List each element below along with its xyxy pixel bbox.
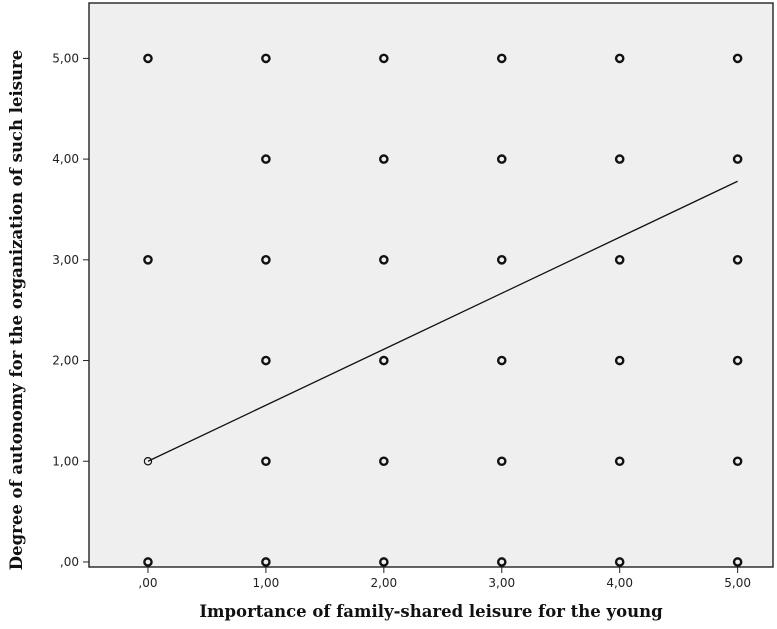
x-axis-title: Importance of family-shared leisure for … [199, 602, 663, 621]
data-point [143, 255, 153, 265]
fit-line [147, 180, 738, 462]
y-tick-label: 5,00 [52, 51, 79, 65]
data-point [379, 154, 389, 164]
y-tick-label: 1,00 [52, 454, 79, 468]
data-point [379, 355, 389, 366]
y-tick-label: ,00 [60, 555, 79, 569]
data-point [614, 456, 625, 467]
data-point [143, 557, 153, 567]
plot-area [88, 2, 774, 568]
data-point [614, 557, 625, 567]
data-point [379, 557, 389, 567]
data-point [379, 255, 389, 265]
data-point [496, 557, 507, 567]
data-point [732, 53, 743, 64]
data-point [261, 355, 271, 366]
x-tick-label: 5,00 [724, 576, 751, 590]
data-point [732, 557, 743, 567]
data-point [732, 154, 743, 164]
data-points [143, 53, 743, 567]
data-point [496, 154, 507, 164]
data-point [261, 53, 271, 64]
data-point [143, 53, 153, 64]
y-axis: ,00 1,00 2,00 3,00 4,00 5,00 [52, 51, 89, 569]
data-point [261, 255, 271, 265]
data-point [496, 456, 507, 467]
data-point [614, 355, 625, 366]
data-point [261, 456, 271, 467]
y-tick-label: 2,00 [52, 354, 79, 368]
data-point [614, 255, 625, 265]
x-axis: ,00 1,00 2,00 3,00 4,00 5,00 [138, 567, 751, 590]
data-point [614, 154, 625, 164]
data-point [732, 456, 743, 467]
data-point [379, 456, 389, 467]
data-point [614, 53, 625, 64]
data-point [732, 355, 743, 366]
x-tick-label: 1,00 [253, 576, 280, 590]
data-point [496, 255, 507, 265]
data-point [496, 355, 507, 366]
x-tick-label: 3,00 [488, 576, 515, 590]
y-tick-label: 3,00 [52, 253, 79, 267]
fit-line-layer [147, 180, 738, 462]
data-point [379, 53, 389, 64]
data-point [143, 457, 153, 466]
data-point [261, 154, 271, 164]
x-tick-label: 2,00 [370, 576, 397, 590]
x-tick-label: ,00 [138, 576, 157, 590]
data-point [732, 255, 743, 265]
y-tick-label: 4,00 [52, 152, 79, 166]
y-axis-title: Degree of autonomy for the organization … [7, 50, 26, 570]
data-point [496, 53, 507, 64]
data-point [261, 557, 271, 567]
x-tick-label: 4,00 [606, 576, 633, 590]
